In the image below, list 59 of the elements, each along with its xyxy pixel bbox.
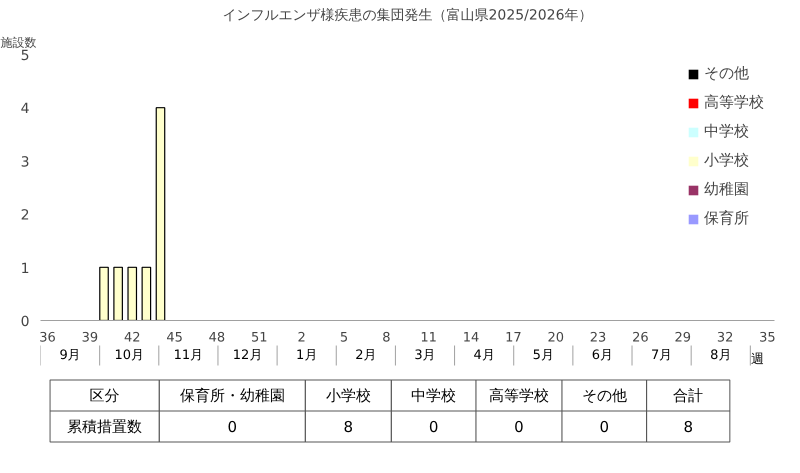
y-tick-label: 4	[20, 101, 30, 118]
x-tick-label: 5	[340, 330, 348, 346]
x-tick-label: 8	[382, 330, 390, 346]
legend-label: その他	[704, 64, 749, 83]
text: 4月	[474, 348, 495, 363]
x-tick-label: 48	[208, 330, 226, 346]
text: 12月	[232, 348, 262, 363]
legend-label: 高等学校	[704, 93, 764, 112]
x-tick-label: 32	[716, 330, 734, 346]
y-tick-label: 5	[20, 48, 30, 64]
text: 8	[344, 418, 354, 436]
legend-label: 保育所	[704, 209, 749, 228]
x-tick-label: 26	[632, 330, 649, 346]
text: 0	[599, 418, 610, 436]
text: 8	[683, 418, 693, 436]
text: 高等学校	[488, 386, 549, 404]
y-tick-label: 1	[20, 260, 30, 277]
x-tick-label: 20	[547, 330, 564, 346]
x-tick-label: 14	[462, 330, 480, 346]
text: 0	[228, 418, 238, 436]
text: その他	[582, 386, 627, 404]
x-tick-label: 11	[420, 330, 437, 346]
text: 2月	[355, 348, 376, 363]
text: 9月	[59, 348, 81, 363]
x-tick-label: 29	[674, 330, 692, 346]
legend-label: 中学校	[704, 122, 749, 141]
y-axis-title: 施設数	[0, 36, 36, 50]
legend-label: 幼稚園	[704, 180, 749, 199]
chart-title: インフルエンザ様疾患の集団発生（富山県2025/2026年）	[222, 8, 592, 24]
text: 保育所・幼稚園	[180, 386, 285, 404]
text: 3月	[414, 348, 436, 363]
text: 累積措置数	[67, 418, 142, 436]
text: 区分	[90, 386, 120, 404]
text: 10月	[114, 348, 144, 363]
text: 中学校	[411, 386, 456, 404]
text: 7月	[650, 348, 672, 363]
text: 小学校	[326, 386, 371, 404]
y-tick-label: 3	[20, 154, 30, 170]
text: 8月	[710, 348, 732, 363]
text: 1月	[296, 348, 318, 363]
text: 11月	[174, 348, 204, 363]
text: 6月	[592, 348, 614, 363]
legend-label: 小学校	[704, 151, 749, 170]
x-tick-label: 51	[251, 330, 268, 346]
x-tick-label: 42	[124, 330, 141, 346]
x-tick-label: 39	[82, 330, 98, 346]
x-axis-title: 週	[751, 352, 764, 367]
x-tick-label: 17	[505, 330, 522, 346]
text: 0	[514, 418, 524, 436]
text: 5月	[532, 348, 554, 363]
x-tick-label: 2	[298, 330, 306, 346]
text: 合計	[673, 386, 704, 404]
x-tick-label: 36	[39, 330, 56, 346]
text: 0	[428, 418, 438, 436]
x-tick-label: 45	[166, 330, 183, 346]
y-tick-label: 2	[20, 208, 30, 224]
y-tick-label: 0	[20, 314, 30, 330]
x-tick-label: 23	[590, 330, 606, 346]
x-tick-label: 35	[759, 330, 776, 346]
